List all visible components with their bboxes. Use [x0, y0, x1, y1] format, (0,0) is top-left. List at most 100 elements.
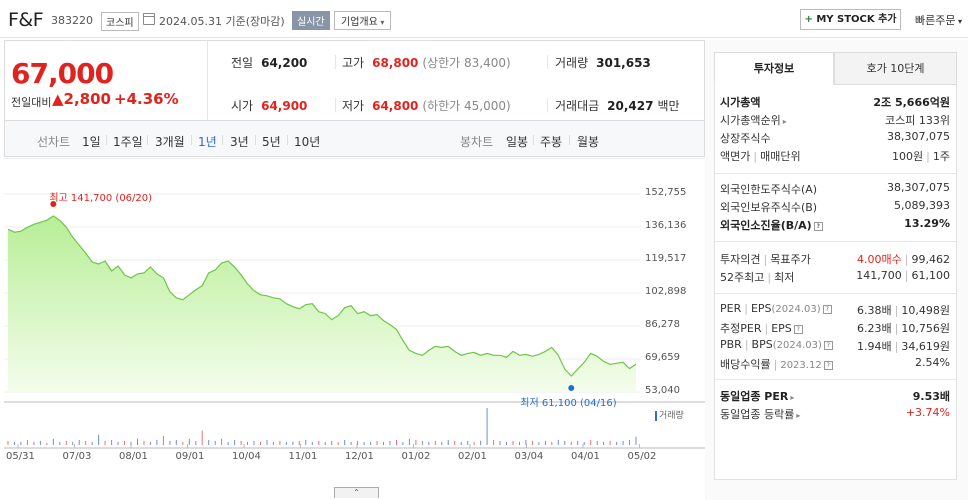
change-label: 전일대비 [11, 96, 52, 109]
realtime-button[interactable]: 실시간 [292, 11, 330, 30]
line-chart-label: 선차트 [37, 135, 71, 149]
y-tick-label: 86,278 [645, 319, 680, 330]
volume-bar [383, 441, 384, 445]
row-sector-rate[interactable]: 동일업종 등락률 ▸ +3.74% [720, 406, 950, 421]
volume-bar [622, 440, 624, 445]
x-tick-label: 01/02 [401, 451, 431, 462]
volume-bar [337, 441, 339, 445]
price-area [8, 216, 636, 392]
period-5y[interactable]: 5년 [262, 135, 281, 149]
volume-bar [65, 440, 67, 445]
row-sector-per[interactable]: 동일업종 PER ▸ 9.53배 [720, 390, 950, 403]
investment-panel: 투자정보 호가 10단계 시가총액 2조 5,666억원 시가총액순위 ▸ 코스피 1… [705, 40, 968, 500]
candle-monthly[interactable]: 월봉 [577, 135, 600, 149]
divider [547, 98, 548, 112]
price-change: ▲2,800 [52, 90, 111, 108]
divider [207, 41, 208, 120]
help-icon[interactable]: ? [823, 341, 833, 350]
volume-bar [59, 441, 61, 445]
period-3m[interactable]: 3개월 [155, 135, 185, 149]
quick-order-dropdown[interactable]: 빠른주문 [915, 12, 962, 28]
period-10y[interactable]: 10년 [294, 135, 321, 149]
volume-bar [149, 441, 151, 445]
row-est-per: 추정PER | EPS? 6.23배 | 10,756원 [720, 322, 950, 335]
chart-canvas [4, 158, 705, 449]
x-tick-label: 12/01 [345, 451, 374, 462]
volume-bar [415, 439, 417, 445]
low-label: 최저 61,100 (04/16) [520, 397, 617, 409]
volume-bar [292, 441, 294, 445]
collapse-chart-button[interactable]: ⌃ [334, 487, 379, 498]
row-listed-shares: 상장주식수 38,307,075 [720, 130, 950, 145]
stat-open: 시가 64,900 [231, 99, 308, 113]
x-tick-label: 07/03 [62, 451, 92, 462]
volume-bar [130, 441, 132, 445]
row-52week: 52주최고 | 최저 141,700 | 61,100 [720, 269, 950, 284]
chevron-up-icon: ⌃ [353, 488, 360, 497]
volume-bar [486, 408, 488, 445]
volume-bar [169, 440, 171, 445]
x-tick-label: 03/04 [514, 451, 544, 462]
volume-bar [188, 438, 190, 445]
row-dividend: 배당수익률 | 2023.12? 2.54% [720, 356, 950, 371]
help-icon[interactable]: ? [813, 222, 823, 231]
period-1y[interactable]: 1년 [198, 135, 217, 149]
volume-bar [104, 440, 106, 445]
row-cap-rank[interactable]: 시가총액순위 ▸ 코스피 133위 [720, 114, 950, 127]
current-price: 67,000 [11, 57, 114, 90]
x-tick-label: 09/01 [175, 451, 205, 462]
volume-bar [162, 435, 164, 446]
volume-bar [603, 441, 605, 445]
volume-bar [493, 439, 495, 445]
volume-bar [454, 440, 456, 445]
volume-bar [564, 440, 566, 445]
volume-bar [221, 438, 223, 445]
volume-bar [111, 439, 113, 445]
volume-bar [311, 441, 313, 445]
volume-bar [33, 441, 35, 445]
volume-bar [266, 439, 268, 445]
candle-weekly[interactable]: 주봉 [540, 135, 563, 149]
stat-prev: 전일 64,200 [231, 56, 308, 70]
volume-bar [331, 440, 333, 445]
volume-bar [389, 440, 391, 445]
volume-bar [506, 441, 507, 445]
volume-bar [46, 442, 48, 445]
volume-bar [240, 440, 242, 445]
period-1w[interactable]: 1주일 [113, 135, 143, 149]
volume-bar [260, 441, 261, 445]
volume-bar [272, 441, 274, 445]
tab-orderbook[interactable]: 호가 10단계 [834, 52, 957, 85]
volume-bar [525, 439, 527, 445]
volume-bar [538, 441, 540, 445]
period-selector: 선차트 1일 1주일 3개월 1년 3년 5년 10년 봉차트 일봉 주봉 월봉 [4, 121, 705, 157]
tab-investment-info[interactable]: 투자정보 [714, 52, 834, 85]
volume-bar [460, 441, 462, 445]
stock-code: 383220 [51, 14, 93, 27]
company-info-dropdown[interactable]: 기업개요 [334, 11, 392, 30]
volume-bar [473, 441, 475, 445]
help-icon[interactable]: ? [793, 325, 803, 334]
stat-low: 저가 64,800 (하한가 45,000) [342, 99, 511, 113]
add-mystock-button[interactable]: + MY STOCK 추가 [800, 9, 901, 30]
volume-bar [318, 440, 320, 445]
volume-bar [195, 440, 197, 445]
y-tick-label: 102,898 [645, 286, 687, 297]
period-3y[interactable]: 3년 [230, 135, 249, 149]
period-1d[interactable]: 1일 [82, 135, 101, 149]
volume-bar [531, 440, 533, 445]
x-tick-label: 05/31 [6, 451, 35, 462]
volume-bar [52, 438, 54, 445]
change-rate: +4.36% [114, 90, 179, 108]
candle-daily[interactable]: 일봉 [506, 135, 529, 149]
volume-bar [137, 438, 138, 445]
volume-bar [544, 440, 546, 445]
volume-bar [85, 440, 87, 445]
help-icon[interactable]: ? [823, 361, 833, 370]
y-tick-label: 152,755 [645, 187, 687, 198]
stock-header: F&F 383220 코스피 2024.05.31 기준(장마감) 실시간 기업… [0, 0, 968, 38]
volume-bar [117, 441, 119, 445]
volume-bar [421, 440, 423, 445]
help-icon[interactable]: ? [822, 305, 832, 314]
caret-right-icon: ▸ [782, 117, 787, 126]
